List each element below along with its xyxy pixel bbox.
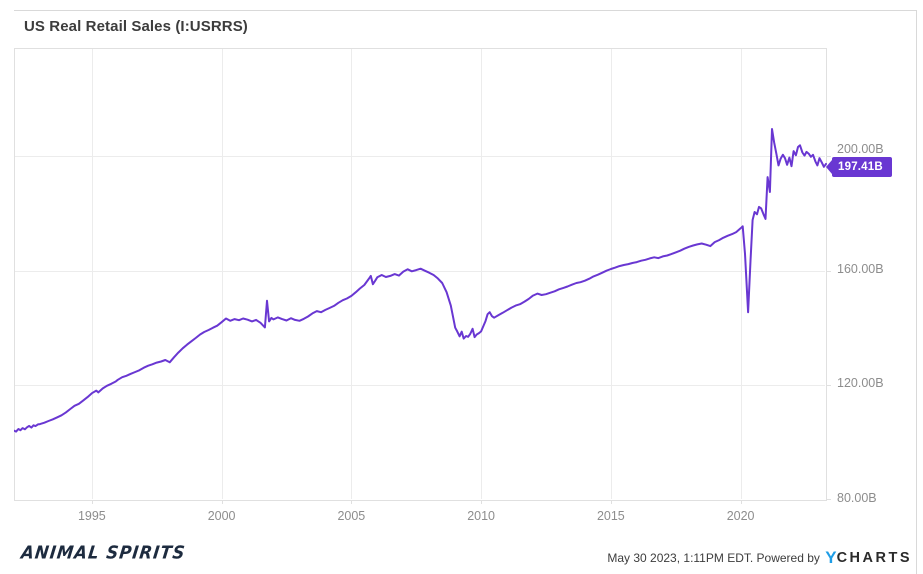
footer-timestamp: May 30 2023, 1:11PM EDT. Powered by YCHA…	[607, 548, 912, 568]
x-axis-tick-label: 2020	[726, 509, 755, 523]
last-value-badge-label: 197.41B	[838, 160, 883, 173]
x-axis-tick-label: 2010	[467, 509, 496, 523]
price-chart[interactable]	[14, 48, 917, 518]
axis-ticks	[92, 156, 831, 504]
last-value-badge: 197.41B	[826, 156, 892, 177]
x-axis-tick-label: 1995	[77, 509, 106, 523]
y-axis-tick-label: 200.00B	[837, 142, 884, 157]
x-axis-tick-label: 2005	[337, 509, 366, 523]
x-axis-tick-label: 2015	[596, 509, 625, 523]
ycharts-logo-charts: CHARTS	[836, 550, 912, 566]
chart-card: US Real Retail Sales (I:USRRS) 80.00B 120…	[14, 10, 917, 574]
y-axis-tick-label: 120.00B	[837, 376, 884, 391]
price-line	[14, 128, 827, 433]
y-axis-tick-label: 80.00B	[837, 491, 877, 505]
timestamp-text: May 30 2023, 1:11PM EDT. Powered by	[607, 551, 824, 565]
gridlines	[15, 49, 825, 499]
x-axis-tick-label: 2000	[207, 509, 236, 523]
brand-logo: ANIMAL SPIRITS	[20, 542, 187, 563]
ycharts-logo-y: Y	[825, 548, 837, 567]
plot-area	[14, 48, 917, 518]
y-axis-tick-label: 160.00B	[837, 261, 884, 276]
chart-title: US Real Retail Sales (I:USRRS)	[24, 18, 248, 35]
plot-border	[14, 48, 827, 501]
